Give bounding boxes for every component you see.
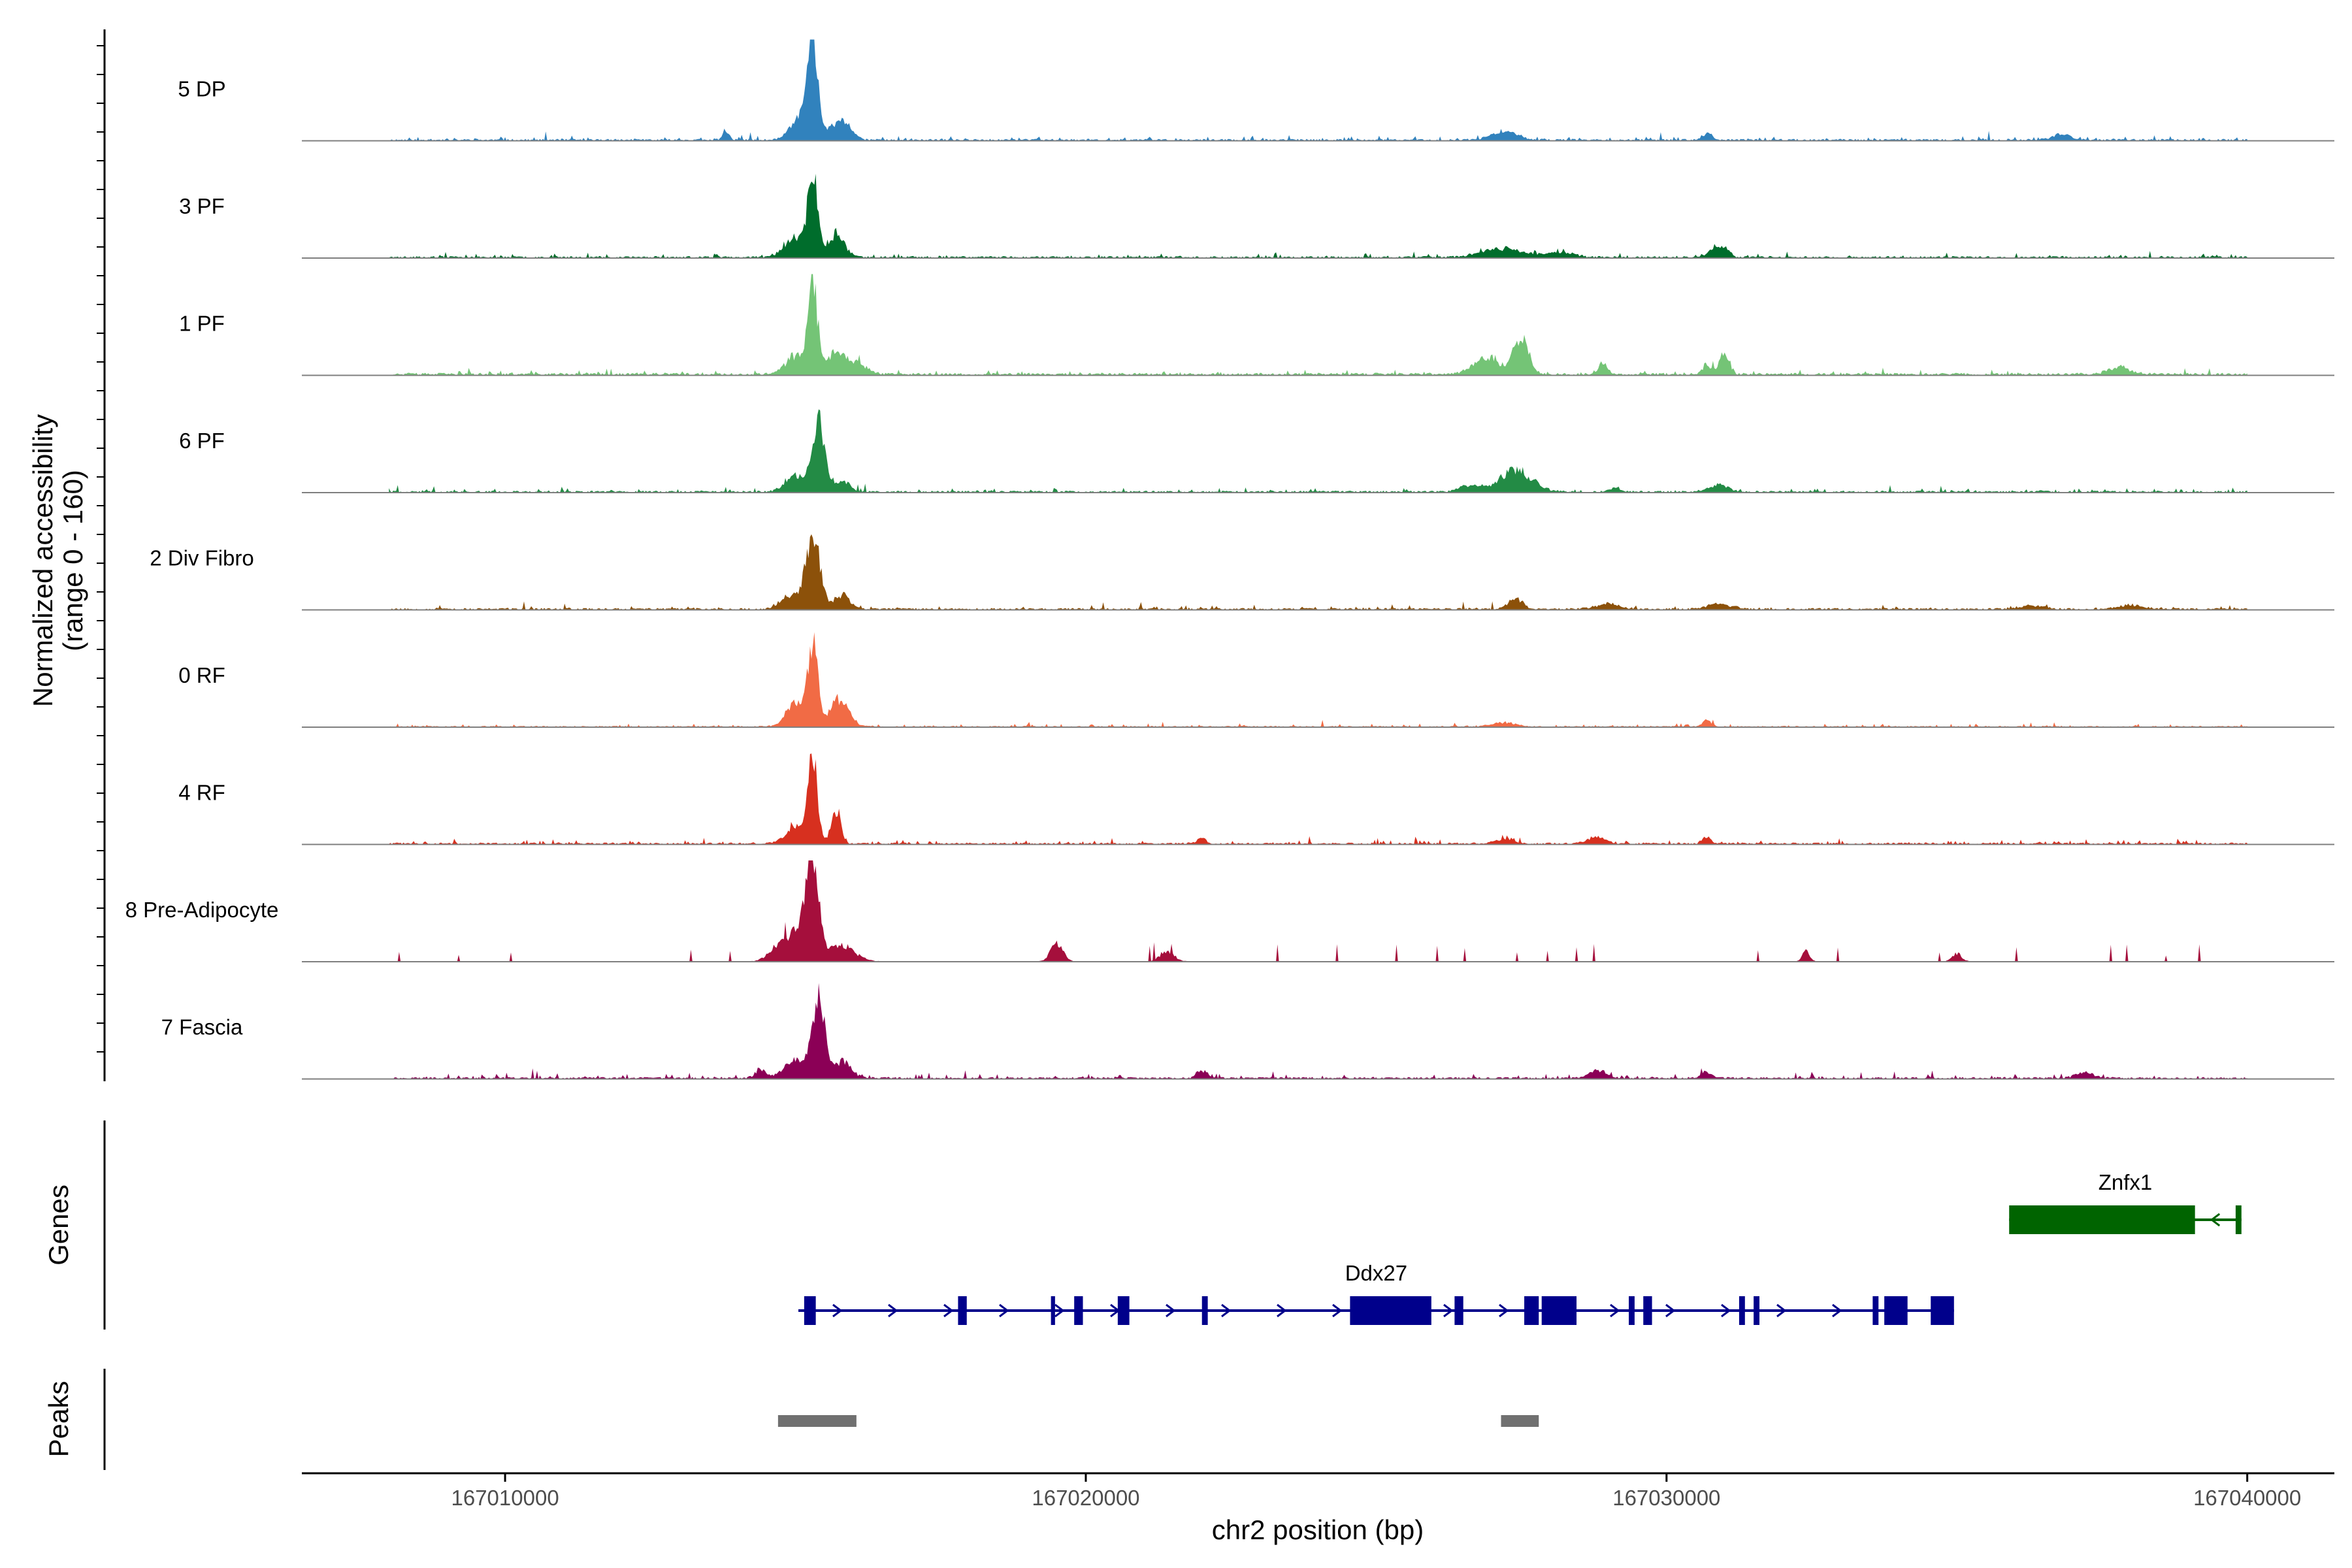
track-label: 0 RF bbox=[178, 663, 225, 687]
gene-layer: Znfx1 Ddx27 bbox=[798, 1170, 2242, 1325]
axis-layer: 167010000 167020000 167030000 167040000 bbox=[97, 45, 2301, 1510]
coverage-area bbox=[389, 632, 2247, 727]
gene-exon bbox=[1350, 1296, 1431, 1325]
gene-exon bbox=[804, 1296, 816, 1325]
x-tick-label: 167030000 bbox=[1612, 1486, 1720, 1510]
gene-strand-chevron bbox=[1610, 1303, 1620, 1318]
peak-region bbox=[1501, 1415, 1539, 1427]
gene-exon bbox=[1051, 1296, 1055, 1325]
gene-strand-chevron bbox=[1776, 1303, 1787, 1318]
track-label: 5 DP bbox=[178, 77, 225, 101]
gene-name-label: Znfx1 bbox=[2099, 1170, 2153, 1194]
gene-exon bbox=[1872, 1296, 1879, 1325]
gene-exon bbox=[1201, 1296, 1208, 1325]
gene-exon bbox=[1931, 1296, 1954, 1325]
gene-strand-chevron bbox=[1221, 1303, 1232, 1318]
gene-name-label: Ddx27 bbox=[1345, 1261, 1407, 1285]
gene-exon bbox=[1884, 1296, 1908, 1325]
track-label: 4 RF bbox=[178, 781, 225, 805]
gene-exon bbox=[958, 1296, 967, 1325]
x-tick-label: 167020000 bbox=[1032, 1486, 1139, 1510]
y-axis-label-line1: Normalized accessibility bbox=[27, 414, 58, 707]
track-label: 1 PF bbox=[179, 312, 225, 336]
genes-panel-label: Genes bbox=[43, 1184, 74, 1266]
x-tick-label: 167040000 bbox=[2193, 1486, 2301, 1510]
gene-exon bbox=[1524, 1296, 1539, 1325]
gene-strand-chevron bbox=[1054, 1303, 1065, 1318]
coverage-area bbox=[389, 39, 2247, 141]
coverage-area bbox=[389, 409, 2247, 493]
track-label: 3 PF bbox=[179, 194, 225, 218]
gene-exon bbox=[1739, 1296, 1745, 1325]
gene-strand-chevron bbox=[1443, 1303, 1454, 1318]
gene-strand-chevron bbox=[1832, 1303, 1842, 1318]
coverage-area bbox=[389, 753, 2247, 845]
gene-strand-chevron bbox=[888, 1303, 898, 1318]
gene-exon bbox=[1754, 1296, 1760, 1325]
peaks-panel-label: Peaks bbox=[43, 1381, 74, 1458]
track-label: 8 Pre-Adipocyte bbox=[125, 898, 279, 922]
gene-exon bbox=[1541, 1296, 1577, 1325]
gene-exon bbox=[1074, 1296, 1083, 1325]
gene-exon bbox=[1117, 1296, 1130, 1325]
gene-strand-chevron bbox=[1721, 1303, 1731, 1318]
coverage-area bbox=[389, 534, 2247, 610]
x-tick-label: 167010000 bbox=[451, 1486, 559, 1510]
track-layer: 5 DP 3 PF 1 PF 6 PF 2 Div Fibro 0 RF 4 RF 8 Pre… bbox=[125, 39, 2334, 1080]
coverage-area bbox=[389, 274, 2247, 376]
gene-exon bbox=[1643, 1296, 1652, 1325]
track-label: 2 Div Fibro bbox=[150, 546, 254, 570]
gene-strand-chevron bbox=[832, 1303, 843, 1318]
coverage-area bbox=[389, 860, 2247, 962]
gene-strand-chevron bbox=[1277, 1303, 1287, 1318]
gene-strand-chevron bbox=[999, 1303, 1009, 1318]
gene-strand-chevron bbox=[1499, 1303, 1509, 1318]
coverage-area bbox=[389, 174, 2247, 258]
gene-exon bbox=[2009, 1205, 2195, 1234]
gene-strand-chevron bbox=[2210, 1213, 2221, 1227]
gene-exon bbox=[1454, 1296, 1463, 1325]
gene-strand-chevron bbox=[1665, 1303, 1676, 1318]
peak-region bbox=[777, 1415, 857, 1427]
y-axis-label-line2: (range 0 - 160) bbox=[57, 470, 88, 651]
gene-strand-chevron bbox=[1166, 1303, 1176, 1318]
gene-strand-chevron bbox=[1332, 1303, 1343, 1318]
coverage-area bbox=[389, 983, 2247, 1079]
track-label: 6 PF bbox=[179, 429, 225, 453]
gene-strand-chevron bbox=[943, 1303, 954, 1318]
gene-exon bbox=[1629, 1296, 1635, 1325]
gene-exon bbox=[2235, 1205, 2242, 1234]
track-label: 7 Fascia bbox=[161, 1015, 243, 1039]
peak-layer bbox=[777, 1415, 1539, 1427]
x-axis-label: chr2 position (bp) bbox=[1212, 1514, 1424, 1545]
